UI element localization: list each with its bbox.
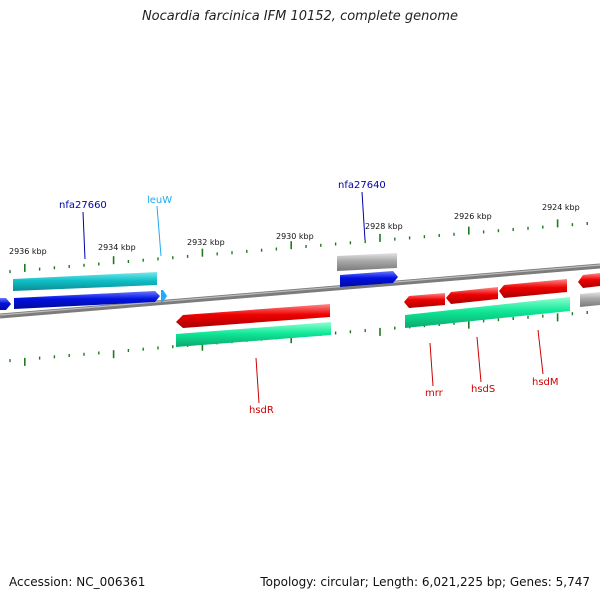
tick-label-2934: 2934 kbp — [98, 243, 136, 252]
gene-nfa27640-gray-arrow[interactable] — [337, 253, 397, 271]
genome-summary: Topology: circular; Length: 6,021,225 bp… — [260, 575, 590, 589]
gene-mrr-red-arrow[interactable] — [404, 293, 445, 308]
tick-label-2936: 2936 kbp — [9, 247, 47, 256]
tick-label-2930: 2930 kbp — [276, 232, 314, 241]
gene-nfa27640-blue-arrow[interactable] — [340, 271, 398, 287]
gene-hsdR-green-arrow[interactable] — [176, 322, 331, 347]
gene-left-edge-blue-arrow[interactable] — [0, 298, 11, 310]
gene-label-hsdR[interactable]: hsdR — [249, 405, 274, 416]
tick-label-2928: 2928 kbp — [365, 222, 403, 231]
outer-tick-ring — [9, 219, 588, 274]
leader-nfa27640 — [361, 191, 366, 241]
gene-nfa27660-cyan-arrow[interactable] — [13, 272, 157, 291]
gene-label-mrr[interactable]: mrr — [425, 388, 444, 399]
gene-hsdR-red-arrow[interactable] — [176, 304, 330, 328]
leader-hsdR — [255, 357, 260, 404]
leader-mrr — [429, 342, 434, 387]
trna-leuW-arrow[interactable] — [161, 290, 167, 302]
accession-label: Accession: NC_006361 — [9, 575, 146, 589]
gene-label-hsdS[interactable]: hsdS — [471, 384, 495, 395]
map-title: Nocardia farcinica IFM 10152, complete g… — [141, 9, 459, 24]
leader-nfa27660 — [82, 211, 86, 260]
leader-leuW — [156, 205, 162, 257]
gene-right-edge-gray-arrow[interactable] — [580, 292, 600, 307]
tick-label-2924: 2924 kbp — [542, 203, 580, 212]
gene-hsdM-red-arrow[interactable] — [499, 279, 567, 298]
gene-label-nfa27660[interactable]: nfa27660 — [59, 200, 107, 211]
leader-hsdS — [476, 336, 482, 383]
gene-label-hsdM[interactable]: hsdM — [532, 377, 559, 388]
gene-nfa27660-blue-arrow[interactable] — [14, 291, 160, 309]
gene-hsdS-red-arrow[interactable] — [446, 287, 498, 304]
tick-label-2926: 2926 kbp — [454, 212, 492, 221]
gene-label-leuW[interactable]: leuW — [147, 195, 172, 206]
gene-right-edge-red-arrow[interactable] — [578, 273, 600, 288]
genome-backbone-highlight — [0, 264, 600, 316]
gene-label-nfa27640[interactable]: nfa27640 — [338, 180, 386, 191]
leader-hsdM — [537, 329, 544, 375]
gene-mrr-hsdS-hsdM-green-arrow[interactable] — [405, 297, 570, 328]
tick-label-2932: 2932 kbp — [187, 238, 225, 247]
